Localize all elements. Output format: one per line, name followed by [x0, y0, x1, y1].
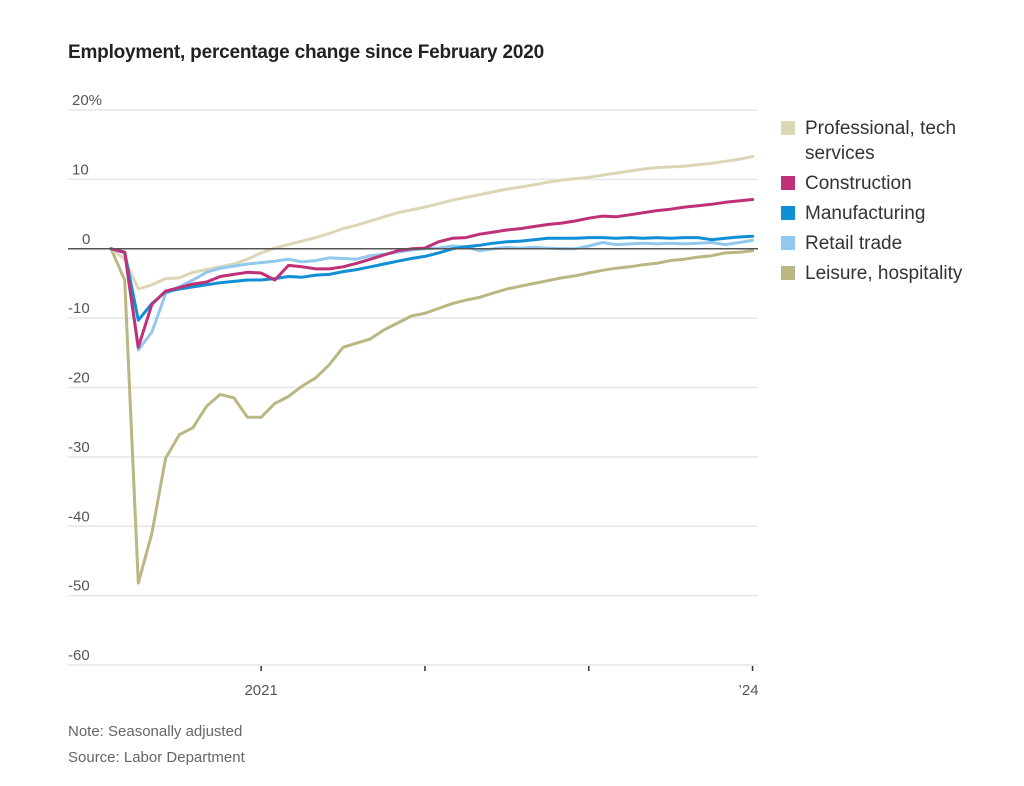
- x-tick-label: ’24: [739, 682, 759, 699]
- footnotes: Note: Seasonally adjusted Source: Labor …: [68, 719, 245, 771]
- series-line-professional-tech-services: [109, 155, 755, 291]
- y-tick-label: -50: [68, 578, 90, 595]
- y-tick-label: -10: [68, 300, 90, 317]
- y-axis-tick-labels: 20% 10 0 -10 -20 -30 -40 -50 -60: [68, 92, 102, 664]
- y-tick-label: -20: [68, 370, 90, 387]
- legend-label: Manufacturing: [805, 203, 926, 224]
- y-tick-label: -60: [68, 647, 90, 664]
- legend-swatch-professional-tech: [781, 121, 795, 135]
- note-text: Note: Seasonally adjusted: [68, 723, 243, 740]
- y-tick-label: -40: [68, 508, 90, 525]
- y-tick-label: 10: [72, 161, 89, 178]
- legend-label: Retail trade: [805, 233, 903, 254]
- legend-item: Professional, tech services: [781, 116, 965, 166]
- legend-swatch-retail-trade: [781, 236, 795, 250]
- legend-label: Leisure, hospitality: [805, 263, 963, 284]
- y-tick-label: 20%: [72, 92, 102, 109]
- y-tick-label: -30: [68, 439, 90, 456]
- source-text: Source: Labor Department: [68, 749, 245, 766]
- chart-title: Employment, percentage change since Febr…: [68, 42, 544, 63]
- series-lines: [68, 155, 758, 585]
- legend-item: Retail trade: [781, 231, 965, 256]
- legend-swatch-manufacturing: [781, 206, 795, 220]
- legend-swatch-leisure-hospitality: [781, 266, 795, 280]
- x-tick-label: 2021: [244, 682, 277, 699]
- legend: Professional, tech services Construction…: [781, 116, 965, 291]
- y-tick-label: 0: [82, 231, 90, 248]
- series-line-manufacturing: [109, 234, 755, 322]
- x-axis: 2021 ’24: [244, 666, 759, 699]
- legend-label: Professional, tech services: [805, 118, 957, 164]
- legend-item: Construction: [781, 171, 965, 196]
- legend-label: Construction: [805, 173, 912, 194]
- gridlines: [68, 109, 758, 666]
- legend-item: Manufacturing: [781, 201, 965, 226]
- series-line-retail-trade: [109, 238, 755, 352]
- series-line-construction: [109, 198, 755, 349]
- series-line-leisure-hospitality: [109, 247, 755, 585]
- legend-swatch-construction: [781, 176, 795, 190]
- legend-item: Leisure, hospitality: [781, 261, 965, 286]
